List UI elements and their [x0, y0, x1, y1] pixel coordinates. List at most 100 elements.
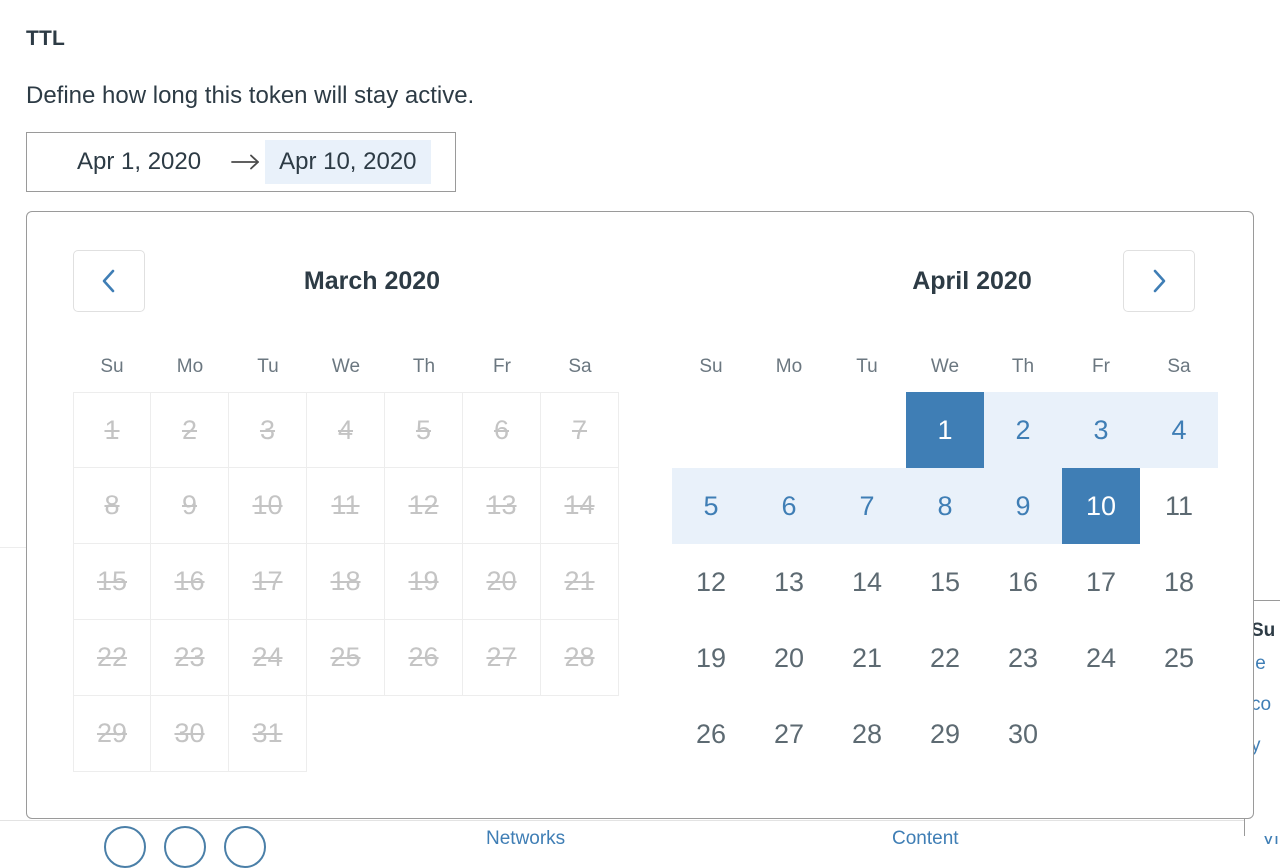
calendar-day-19[interactable]: 19	[695, 642, 727, 673]
calendar-month-march: Su Mo Tu We Th Fr Sa 1 2 3 4 5 6 7 8 9 10 11 12 13 14 15 16 17…	[73, 342, 620, 772]
weekday-label: We	[930, 356, 960, 377]
calendar-day-7: 7	[541, 392, 619, 468]
calendar-week-row: 15 16 17 18 19 20 21	[73, 544, 620, 620]
calendar-day-12: 12	[385, 468, 463, 544]
weekday-label: Tu	[856, 356, 878, 377]
calendar-day-empty	[750, 392, 828, 468]
calendar-day-24[interactable]: 24	[1085, 642, 1117, 673]
chevron-right-icon	[1149, 267, 1169, 295]
prev-month-button[interactable]	[73, 250, 145, 312]
calendar-day-9: 9	[151, 468, 229, 544]
calendar-day-9[interactable]: 9	[984, 468, 1062, 544]
calendar-day-18: 18	[307, 544, 385, 620]
weekday-label: We	[331, 356, 361, 377]
calendar-day-15[interactable]: 15	[929, 566, 961, 597]
calendar-day-empty	[463, 696, 541, 772]
weekday-label: Mo	[176, 356, 204, 377]
side-card-link[interactable]: co	[1251, 694, 1272, 715]
side-card-link[interactable]: le	[1251, 653, 1266, 674]
calendar-day-1[interactable]: 1	[906, 392, 984, 468]
side-card-link[interactable]: y	[1251, 735, 1261, 756]
calendar-day-29[interactable]: 29	[929, 718, 961, 749]
calendar-day-8[interactable]: 8	[906, 468, 984, 544]
calendar-day-22: 22	[73, 620, 151, 696]
arrow-right-icon	[231, 153, 261, 171]
calendar-day-2[interactable]: 2	[984, 392, 1062, 468]
calendar-day-26[interactable]: 26	[695, 718, 727, 749]
calendar-day-7[interactable]: 7	[828, 468, 906, 544]
calendar-day-11[interactable]: 11	[1164, 490, 1194, 521]
calendar-day-23[interactable]: 23	[1007, 642, 1039, 673]
calendar-month-april: Su Mo Tu We Th Fr Sa 1 2 3 4 5 6 7 8 9 10 11 12 13 14 15 16 17…	[672, 342, 1219, 772]
avatar-group	[104, 826, 266, 868]
start-date-value[interactable]: Apr 1, 2020	[77, 148, 202, 175]
calendar-day-28: 28	[541, 620, 619, 696]
calendar-day-10[interactable]: 10	[1062, 468, 1140, 544]
avatar[interactable]	[224, 826, 266, 868]
weekday-header-left: Su Mo Tu We Th Fr Sa	[73, 342, 620, 392]
date-range-input[interactable]: Apr 1, 2020 Apr 10, 2020	[26, 132, 456, 192]
calendar-day-19: 19	[385, 544, 463, 620]
calendar-day-4[interactable]: 4	[1140, 392, 1218, 468]
calendar-day-empty	[1140, 696, 1218, 772]
calendar-day-29: 29	[73, 696, 151, 772]
calendar-day-6[interactable]: 6	[750, 468, 828, 544]
weekday-header-right: Su Mo Tu We Th Fr Sa	[672, 342, 1219, 392]
calendar-day-3[interactable]: 3	[1062, 392, 1140, 468]
calendar-day-empty	[828, 392, 906, 468]
calendar-day-2: 2	[151, 392, 229, 468]
calendar-week-row: 26 27 28 29 30	[672, 696, 1219, 772]
calendar-day-30: 30	[151, 696, 229, 772]
calendar-day-3: 3	[229, 392, 307, 468]
footer-link-networks[interactable]: Networks	[486, 828, 566, 849]
calendar-day-16: 16	[151, 544, 229, 620]
calendar-day-16[interactable]: 16	[1007, 566, 1039, 597]
weekday-label: Su	[100, 356, 124, 377]
calendar-day-8: 8	[73, 468, 151, 544]
calendar-day-empty	[541, 696, 619, 772]
weekday-label: Su	[699, 356, 723, 377]
calendar-day-27[interactable]: 27	[773, 718, 805, 749]
calendar-day-17[interactable]: 17	[1085, 566, 1117, 597]
calendar-day-empty	[1062, 696, 1140, 772]
footer-divider	[0, 820, 1280, 821]
footer-link-content[interactable]: Content	[892, 828, 959, 849]
calendar-day-14[interactable]: 14	[851, 566, 883, 597]
calendar-day-5: 5	[385, 392, 463, 468]
month-title-left: March 2020	[303, 267, 441, 295]
day-grid-left: 1 2 3 4 5 6 7 8 9 10 11 12 13 14 15 16 17 18 19 20 21 22 23 24 2…	[73, 392, 620, 772]
next-month-button[interactable]	[1123, 250, 1195, 312]
calendar-day-20: 20	[463, 544, 541, 620]
calendar-day-30[interactable]: 30	[1007, 718, 1039, 749]
calendar-day-12[interactable]: 12	[695, 566, 727, 597]
calendar-week-row: 22 23 24 25 26 27 28	[73, 620, 620, 696]
calendar-day-27: 27	[463, 620, 541, 696]
weekday-label: Fr	[1092, 356, 1110, 377]
field-help-text: Define how long this token will stay act…	[26, 82, 475, 109]
side-card-title: Su	[1251, 620, 1276, 641]
calendar-day-18[interactable]: 18	[1163, 566, 1195, 597]
avatar[interactable]	[104, 826, 146, 868]
calendar-week-row: 5 6 7 8 9 10 11	[672, 468, 1219, 544]
calendar-day-10: 10	[229, 468, 307, 544]
calendar-day-20[interactable]: 20	[773, 642, 805, 673]
calendar-day-24: 24	[229, 620, 307, 696]
calendar-day-25[interactable]: 25	[1163, 642, 1195, 673]
calendar-week-row: 12 13 14 15 16 17 18	[672, 544, 1219, 620]
calendar-week-row: 29 30 31	[73, 696, 620, 772]
calendar-day-13[interactable]: 13	[773, 566, 805, 597]
avatar[interactable]	[164, 826, 206, 868]
end-date-value[interactable]: Apr 10, 2020	[265, 140, 431, 184]
calendar-week-row: 8 9 10 11 12 13 14	[73, 468, 620, 544]
calendar-day-28[interactable]: 28	[851, 718, 883, 749]
calendar-day-5[interactable]: 5	[672, 468, 750, 544]
month-title-right: April 2020	[912, 267, 1032, 295]
calendar-day-11: 11	[307, 468, 385, 544]
day-grid-right: 1 2 3 4 5 6 7 8 9 10 11 12 13 14 15 16 17 18 19 20 21 22 23 24 2…	[672, 392, 1219, 772]
weekday-label: Mo	[775, 356, 803, 377]
calendar-day-21[interactable]: 21	[851, 642, 883, 673]
calendar-day-22[interactable]: 22	[929, 642, 961, 673]
calendar-week-row: 19 20 21 22 23 24 25	[672, 620, 1219, 696]
calendar-day-empty	[672, 392, 750, 468]
